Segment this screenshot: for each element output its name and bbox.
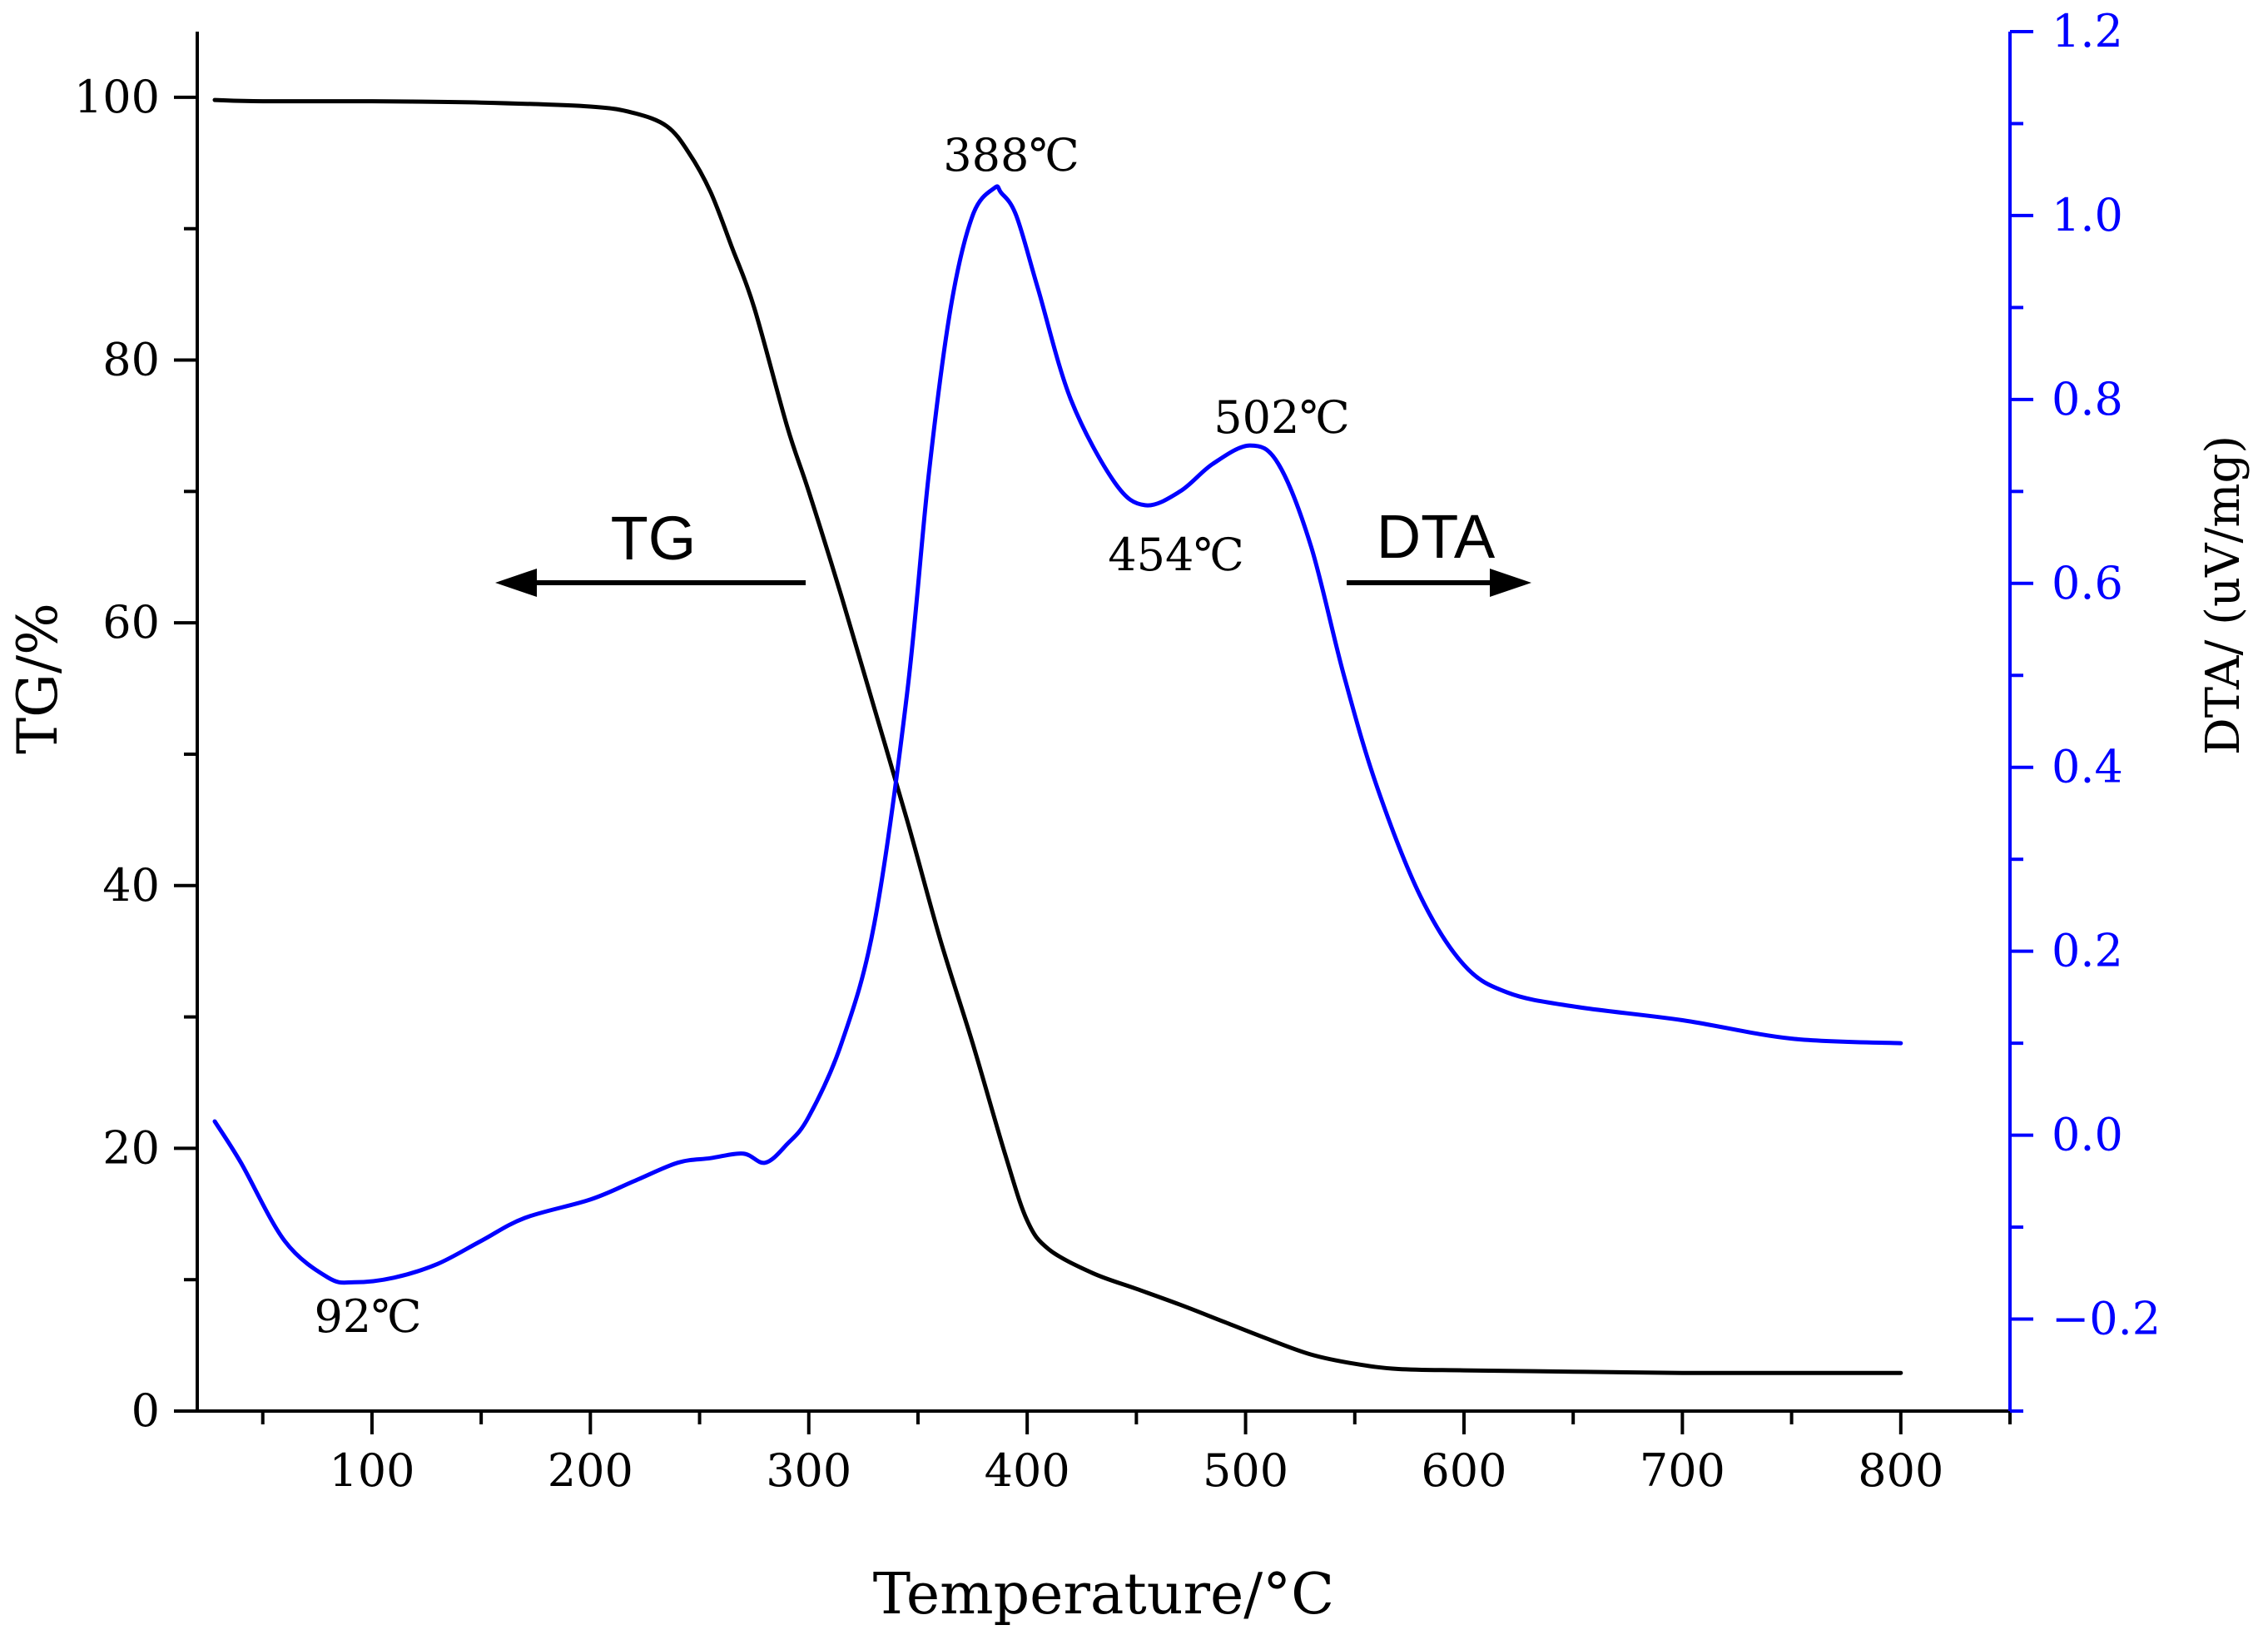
y-right-tick-label: 0.8 bbox=[2052, 373, 2123, 425]
y-right-axis-label: DTA/ (uV/mg) bbox=[2196, 435, 2251, 755]
x-tick-label: 500 bbox=[1203, 1444, 1288, 1497]
x-tick-label: 100 bbox=[329, 1444, 414, 1497]
annotation-502c: 502℃ bbox=[1213, 391, 1349, 444]
annotation-92c: 92℃ bbox=[314, 1290, 421, 1343]
y-left-tick-label: 60 bbox=[102, 596, 160, 649]
y-right-tick-label: 0.6 bbox=[2052, 557, 2123, 609]
x-tick-label: 400 bbox=[985, 1444, 1070, 1497]
y-left-axis-label: TG/% bbox=[6, 603, 70, 754]
x-tick-label: 700 bbox=[1640, 1444, 1725, 1497]
y-left-tick-label: 0 bbox=[132, 1384, 160, 1437]
tg-series-line bbox=[212, 97, 1903, 1375]
y-left-tick-label: 40 bbox=[102, 859, 160, 912]
tg-arrow bbox=[495, 569, 806, 597]
y-right-tick-label: 0.2 bbox=[2052, 925, 2123, 977]
dta-arrow bbox=[1347, 569, 1531, 597]
y-right-tick-label: 0.4 bbox=[2052, 741, 2123, 793]
annotation-388c: 388℃ bbox=[943, 129, 1079, 181]
y-right-tick-label: 1.2 bbox=[2052, 5, 2123, 57]
x-tick-label: 300 bbox=[766, 1444, 851, 1497]
x-tick-label: 200 bbox=[548, 1444, 633, 1497]
y-right-tick-label: 0.0 bbox=[2052, 1109, 2123, 1161]
x-tick-label: 800 bbox=[1858, 1444, 1943, 1497]
tg-arrow-label: TG bbox=[611, 504, 697, 573]
y-left-tick-label: 100 bbox=[74, 71, 160, 123]
y-right-tick-label: −0.2 bbox=[2052, 1293, 2161, 1345]
annotation-454c: 454℃ bbox=[1108, 529, 1243, 581]
x-axis-label: Temperature/°C bbox=[873, 1562, 1334, 1628]
y-right-tick-label: 1.0 bbox=[2052, 189, 2123, 241]
dta-series-line bbox=[212, 184, 1903, 1285]
y-left-tick-label: 20 bbox=[102, 1121, 160, 1174]
y-left-tick-label: 80 bbox=[102, 334, 160, 386]
dta-arrow-label: DTA bbox=[1377, 502, 1496, 571]
x-tick-label: 600 bbox=[1421, 1444, 1506, 1497]
